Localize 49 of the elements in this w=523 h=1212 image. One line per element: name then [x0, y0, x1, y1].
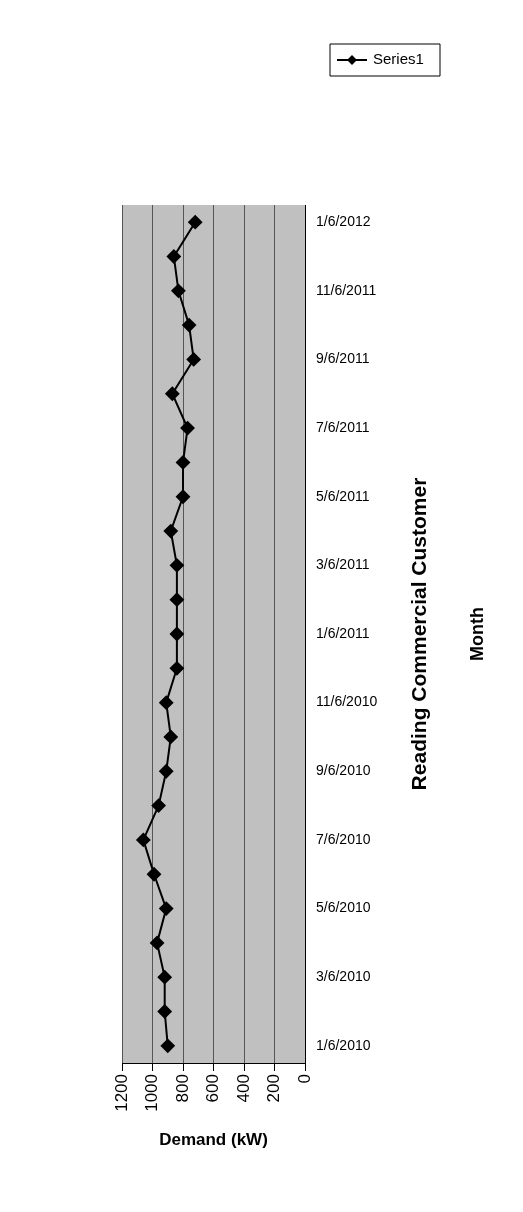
point — [188, 215, 203, 230]
point — [169, 661, 184, 676]
point — [171, 283, 186, 298]
y-tick-label: 3/6/2010 — [316, 968, 371, 985]
y-tick-label: 1/6/2012 — [316, 213, 371, 230]
y-tick-label: 11/6/2011 — [316, 281, 377, 298]
point — [163, 729, 178, 744]
y-tick-label: 1/6/2011 — [316, 624, 370, 641]
point — [176, 489, 190, 504]
point — [150, 935, 165, 950]
point — [169, 627, 184, 641]
y-tick-label: 9/6/2011 — [316, 350, 370, 367]
y-tick-label: 11/6/2010 — [316, 693, 378, 710]
point — [147, 867, 162, 882]
x-tick-label: 1200 — [111, 1074, 131, 1112]
point — [186, 352, 201, 367]
y-tick-label: 7/6/2010 — [316, 830, 371, 847]
point — [163, 524, 178, 539]
text: Reading Commercial Customer — [406, 477, 430, 791]
point — [182, 318, 197, 333]
point — [159, 901, 174, 916]
y-tick-label: 3/6/2011 — [316, 556, 370, 573]
y-tick-label: 1/6/2010 — [316, 1036, 371, 1053]
x-tick-label: 800 — [172, 1074, 192, 1103]
point — [159, 764, 174, 779]
point — [169, 592, 184, 607]
point — [160, 1038, 175, 1053]
point — [159, 695, 174, 710]
legend-label: Series1 — [373, 50, 424, 68]
y-tick-label: 9/6/2010 — [316, 762, 371, 779]
y-tick-label: 5/6/2010 — [316, 899, 371, 916]
x-axis-title: Demand (kW) — [159, 1129, 268, 1149]
x-tick-label: 200 — [264, 1074, 284, 1103]
point — [157, 1004, 172, 1019]
y-axis-title: Month — [466, 607, 487, 661]
point — [157, 970, 172, 985]
point — [165, 386, 180, 401]
point — [166, 249, 181, 264]
point — [169, 558, 184, 573]
point — [151, 798, 166, 813]
x-tick-label: 0 — [294, 1074, 314, 1084]
point — [180, 421, 195, 436]
x-tick-label: 400 — [233, 1074, 253, 1103]
point — [176, 455, 190, 470]
x-tick-label: 1000 — [142, 1074, 162, 1112]
y-tick-label: 5/6/2011 — [316, 487, 370, 504]
x-tick-label: 600 — [203, 1074, 223, 1103]
point — [136, 832, 151, 847]
y-tick-label: 7/6/2011 — [316, 418, 370, 435]
